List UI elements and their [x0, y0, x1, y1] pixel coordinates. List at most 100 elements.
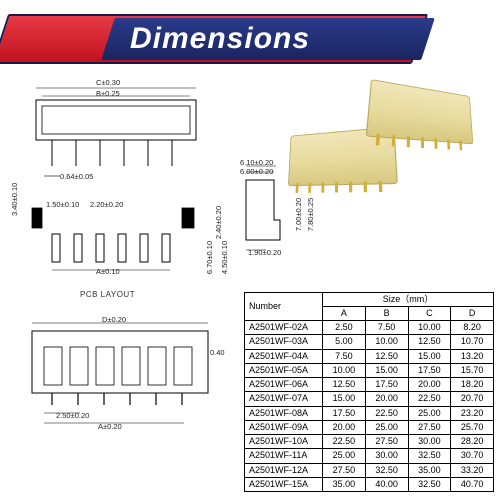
cell-value: 20.00: [323, 420, 366, 434]
pcb-layout-drawing: [14, 196, 224, 291]
dimensions-table: Number Size（mm） ABCD A2501WF-02A2.507.50…: [244, 292, 494, 493]
th-col: D: [451, 306, 494, 320]
cell-value: 25.00: [365, 420, 408, 434]
table-row: A2501WF-07A15.0020.0022.5020.70: [245, 392, 494, 406]
side-w: 1.90±0.20: [248, 248, 281, 257]
cell-value: 2.50: [323, 321, 366, 335]
cell-value: 10.00: [365, 335, 408, 349]
table-row: A2501WF-03A5.0010.0012.5010.70: [245, 335, 494, 349]
table-row: A2501WF-06A12.5017.5020.0018.20: [245, 378, 494, 392]
side-t2: 6.00±0.20: [240, 167, 273, 176]
cell-value: 15.00: [408, 349, 451, 363]
cell-number: A2501WF-10A: [245, 435, 323, 449]
table-row: A2501WF-02A2.507.5010.008.20: [245, 321, 494, 335]
cell-number: A2501WF-03A: [245, 335, 323, 349]
cell-value: 13.20: [451, 349, 494, 363]
cell-value: 30.00: [408, 435, 451, 449]
cell-value: 40.00: [365, 477, 408, 491]
title-banner: Dimensions: [0, 12, 430, 70]
cell-number: A2501WF-04A: [245, 349, 323, 363]
cell-value: 12.50: [408, 335, 451, 349]
th-number: Number: [245, 292, 323, 321]
cell-number: A2501WF-11A: [245, 449, 323, 463]
engineering-diagrams: C±0.30 B±0.25 0.64±0.05 3.40±0.10 1.50±0…: [8, 78, 258, 488]
cell-value: 8.20: [451, 321, 494, 335]
cell-number: A2501WF-05A: [245, 363, 323, 377]
size-table: Number Size（mm） ABCD A2501WF-02A2.507.50…: [244, 292, 494, 493]
th-col: A: [323, 306, 366, 320]
cell-value: 17.50: [365, 378, 408, 392]
cell-value: 25.70: [451, 420, 494, 434]
cell-value: 30.70: [451, 449, 494, 463]
cell-value: 32.50: [408, 449, 451, 463]
cell-number: A2501WF-12A: [245, 463, 323, 477]
cell-value: 10.00: [323, 363, 366, 377]
cell-value: 7.50: [323, 349, 366, 363]
th-col: B: [365, 306, 408, 320]
cell-value: 10.00: [408, 321, 451, 335]
cell-value: 17.50: [408, 363, 451, 377]
dim-mid-r1: 6.70±0.10: [205, 241, 214, 274]
dim-mid-a: A±0.10: [96, 267, 120, 276]
cell-value: 27.50: [365, 435, 408, 449]
side-h: 2.40±0.20: [214, 206, 223, 239]
cell-value: 32.50: [408, 477, 451, 491]
dim-d-tol: D±0.20: [102, 315, 126, 324]
dim-bot-a: A±0.20: [98, 422, 122, 431]
cell-value: 25.00: [408, 406, 451, 420]
cell-value: 40.70: [451, 477, 494, 491]
th-size: Size（mm）: [323, 292, 494, 306]
cell-value: 25.00: [323, 449, 366, 463]
cell-number: A2501WF-07A: [245, 392, 323, 406]
cell-number: A2501WF-15A: [245, 477, 323, 491]
table-row: A2501WF-15A35.0040.0032.5040.70: [245, 477, 494, 491]
banner-blue-shape: Dimensions: [101, 18, 435, 60]
cell-value: 12.50: [323, 378, 366, 392]
dim-mid-r2: 4.50±0.10: [220, 241, 229, 274]
cell-number: A2501WF-06A: [245, 378, 323, 392]
cell-value: 17.50: [323, 406, 366, 420]
table-row: A2501WF-09A20.0025.0027.5025.70: [245, 420, 494, 434]
cell-value: 15.70: [451, 363, 494, 377]
cell-value: 28.20: [451, 435, 494, 449]
cell-value: 15.00: [323, 392, 366, 406]
pcb-layout-label: PCB LAYOUT: [80, 290, 135, 299]
cell-value: 12.50: [365, 349, 408, 363]
cell-value: 15.00: [365, 363, 408, 377]
table-row: A2501WF-12A27.5032.5035.0033.20: [245, 463, 494, 477]
th-col: C: [408, 306, 451, 320]
cell-value: 22.50: [408, 392, 451, 406]
cell-value: 20.70: [451, 392, 494, 406]
dim-gap1: 1.50±0.10: [46, 200, 79, 209]
bottom-view-drawing: [14, 313, 234, 433]
cell-value: 23.20: [451, 406, 494, 420]
dim-bw: 0.40: [210, 348, 225, 357]
cell-value: 5.00: [323, 335, 366, 349]
cell-value: 20.00: [408, 378, 451, 392]
cell-value: 22.50: [365, 406, 408, 420]
product-photo: [278, 82, 488, 222]
cell-value: 33.20: [451, 463, 494, 477]
table-row: A2501WF-05A10.0015.0017.5015.70: [245, 363, 494, 377]
cell-value: 20.00: [365, 392, 408, 406]
dim-b-tol: B±0.25: [96, 89, 120, 98]
dim-pin-w: 0.64±0.05: [60, 172, 93, 181]
cell-value: 35.00: [408, 463, 451, 477]
cell-number: A2501WF-08A: [245, 406, 323, 420]
side-t1: 6.10±0.20: [240, 158, 273, 167]
table-row: A2501WF-04A7.5012.5015.0013.20: [245, 349, 494, 363]
cell-value: 18.20: [451, 378, 494, 392]
cell-number: A2501WF-02A: [245, 321, 323, 335]
table-row: A2501WF-08A17.5022.5025.0023.20: [245, 406, 494, 420]
dim-pitch: 2.50±0.20: [56, 411, 89, 420]
cell-value: 30.00: [365, 449, 408, 463]
table-row: A2501WF-10A22.5027.5030.0028.20: [245, 435, 494, 449]
cell-value: 27.50: [408, 420, 451, 434]
cell-number: A2501WF-09A: [245, 420, 323, 434]
banner-title: Dimensions: [108, 22, 310, 56]
cell-value: 7.50: [365, 321, 408, 335]
cell-value: 22.50: [323, 435, 366, 449]
connector-back: [366, 79, 474, 144]
dim-c-tol: C±0.30: [96, 78, 120, 87]
cell-value: 10.70: [451, 335, 494, 349]
